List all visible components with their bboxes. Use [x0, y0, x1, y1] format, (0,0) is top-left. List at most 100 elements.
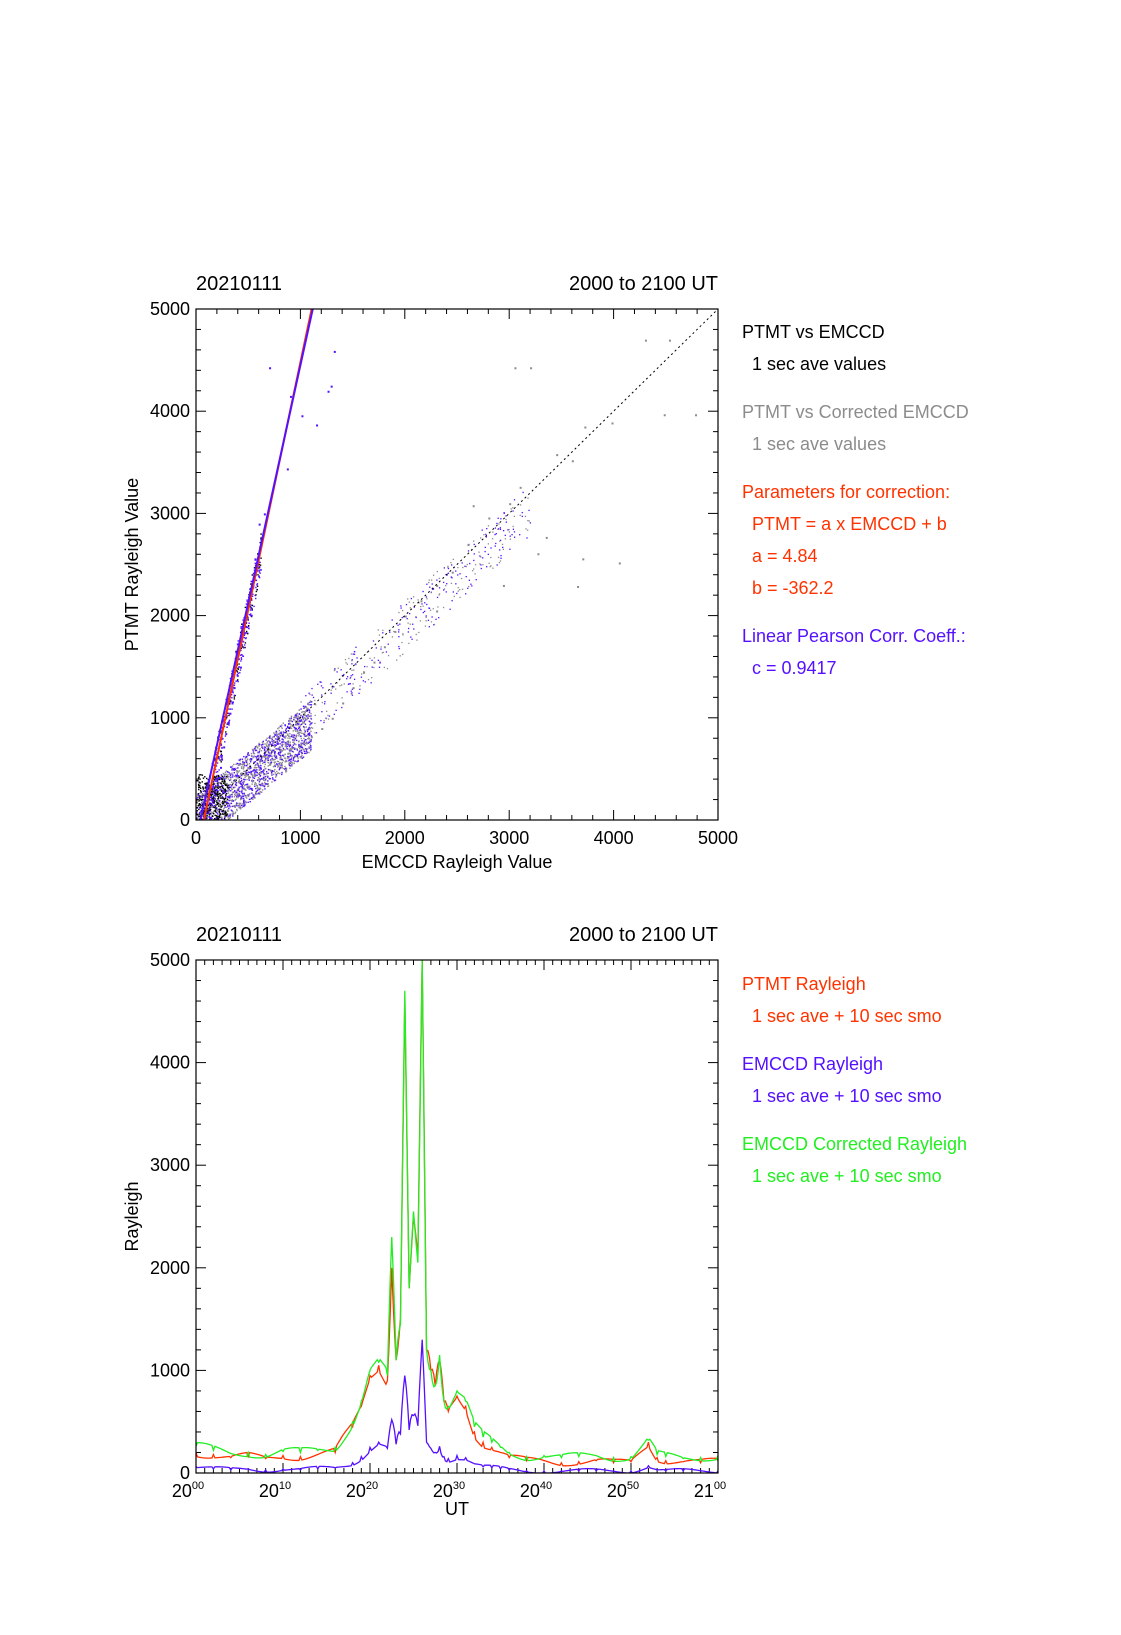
scatter-cloud-point	[236, 671, 239, 673]
scatter-cloud-point	[341, 674, 344, 677]
scatter-cloud-point	[228, 724, 230, 726]
scatter-cloud-point	[226, 701, 229, 703]
scatter-cloud-point	[291, 764, 293, 766]
scatter-point	[231, 702, 234, 705]
scatter-cloud-point	[260, 758, 263, 761]
scatter-cloud-point	[218, 814, 221, 816]
scatter-cloud-point	[224, 806, 226, 808]
scatter-cloud-point	[349, 683, 351, 685]
scatter-cloud-point	[249, 798, 252, 800]
scatter-cloud-point	[248, 779, 250, 781]
scatter-cloud-point	[303, 741, 305, 743]
scatter-cloud-point	[224, 792, 226, 794]
scatter-cloud-point	[287, 737, 289, 739]
chart1-y-tick-label: 0	[180, 810, 190, 830]
scatter-cloud-point	[270, 759, 272, 762]
scatter-point	[223, 746, 226, 749]
scatter-cloud-point	[401, 609, 404, 612]
scatter-cloud-point	[242, 803, 244, 806]
scatter-cloud-point	[294, 729, 296, 731]
scatter-point	[467, 544, 470, 547]
scatter-cloud-point	[431, 616, 433, 618]
scatter-cloud-point	[333, 669, 336, 672]
scatter-cloud-point	[292, 757, 295, 760]
scatter-cloud-point	[305, 715, 307, 717]
scatter-cloud-point	[371, 659, 373, 661]
scatter-cloud-point	[271, 757, 273, 760]
scatter-cloud-point	[199, 797, 201, 799]
scatter-cloud-point	[270, 759, 272, 761]
scatter-cloud-point	[417, 599, 419, 601]
scatter-cloud-point	[231, 799, 234, 801]
scatter-cloud-point	[243, 794, 246, 796]
scatter-cloud-point	[292, 735, 294, 737]
scatter-cloud-point	[489, 565, 491, 568]
scatter-cloud-point	[274, 738, 277, 740]
scatter-cloud-point	[299, 756, 301, 758]
scatter-cloud-point	[234, 804, 236, 807]
scatter-cloud-point	[223, 777, 225, 780]
scatter-cloud-point	[355, 664, 357, 666]
scatter-cloud-point	[280, 758, 283, 761]
scatter-cloud-point	[499, 539, 502, 542]
scatter-cloud-point	[309, 745, 312, 747]
scatter-cloud-point	[297, 757, 299, 759]
scatter-cloud-point	[289, 744, 292, 747]
scatter-cloud-point	[211, 788, 214, 790]
scatter-cloud-point	[222, 803, 224, 805]
scatter-cloud-point	[235, 791, 238, 794]
scatter-cloud-point	[302, 756, 305, 758]
scatter-cloud-point	[353, 669, 355, 671]
scatter-cloud-point	[243, 799, 245, 801]
scatter-point	[537, 553, 540, 556]
scatter-cloud-point	[298, 743, 300, 746]
scatter-cloud-point	[211, 792, 213, 794]
scatter-cloud-point	[212, 785, 214, 787]
scatter-cloud-point	[308, 741, 311, 743]
scatter-cloud-point	[224, 789, 226, 791]
scatter-cloud-point	[311, 694, 313, 696]
scatter-point	[221, 758, 224, 761]
scatter-cloud-point	[301, 755, 303, 757]
scatter-cloud-point	[255, 757, 258, 759]
scatter-cloud-point	[304, 730, 307, 732]
scatter-cloud-point	[355, 646, 357, 648]
scatter-cloud-point	[239, 631, 242, 634]
scatter-cloud-point	[412, 623, 414, 625]
scatter-cloud-point	[400, 605, 402, 607]
scatter-cloud-point	[443, 588, 446, 590]
scatter-cloud-point	[341, 697, 343, 699]
scatter-cloud-point	[272, 778, 274, 781]
chart1-plot-area	[196, 309, 718, 820]
scatter-cloud-point	[258, 569, 261, 571]
scatter-cloud-point	[219, 803, 221, 806]
scatter-cloud-point	[239, 795, 241, 798]
scatter-cloud-point	[212, 778, 215, 780]
scatter-cloud-point	[260, 768, 262, 770]
scatter-cloud-point	[228, 796, 231, 798]
scatter-cloud-point	[224, 791, 227, 793]
scatter-cloud-point	[229, 779, 232, 781]
scatter-cloud-point	[490, 547, 492, 549]
scatter-cloud-point	[295, 724, 298, 726]
scatter-cloud-point	[246, 783, 249, 785]
scatter-cloud-point	[228, 797, 231, 799]
scatter-cloud-point	[408, 601, 410, 603]
scatter-cloud-point	[274, 754, 276, 756]
scatter-cloud-point	[233, 775, 236, 778]
scatter-cloud-point	[251, 789, 254, 791]
scatter-cloud-point	[215, 792, 217, 794]
scatter-cloud-point	[306, 748, 309, 750]
scatter-cloud-point	[259, 791, 261, 793]
scatter-cloud-point	[258, 788, 260, 791]
scatter-point	[394, 630, 397, 633]
scatter-cloud-point	[273, 755, 276, 757]
scatter-cloud-point	[241, 783, 243, 786]
scatter-cloud-point	[198, 785, 200, 787]
scatter-cloud-point	[287, 741, 290, 744]
scatter-cloud-point	[380, 646, 382, 648]
scatter-cloud-point	[244, 764, 246, 767]
scatter-cloud-point	[330, 683, 332, 685]
scatter-cloud-point	[311, 687, 313, 690]
scatter-cloud-point	[220, 754, 222, 757]
